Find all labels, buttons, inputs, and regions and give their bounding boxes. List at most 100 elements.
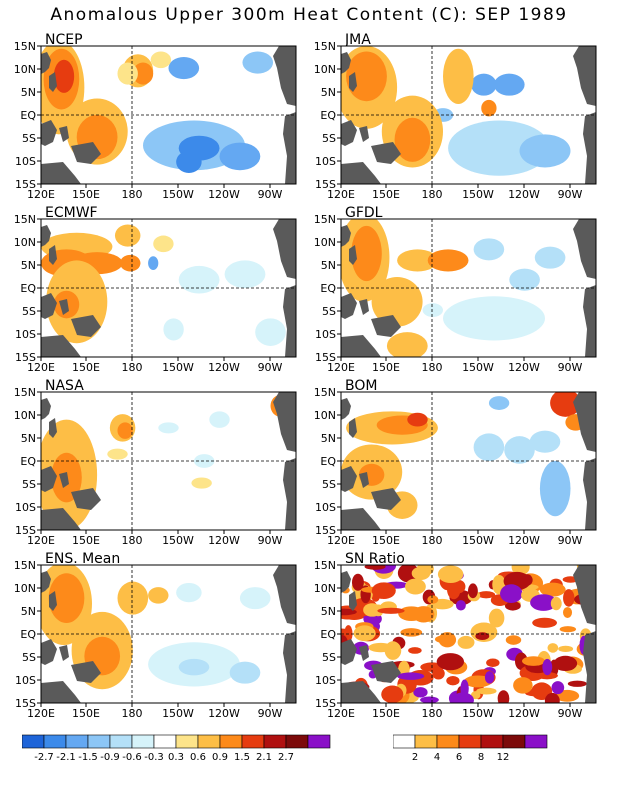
y-tick-label: 5S	[322, 305, 336, 318]
sn-region	[567, 680, 587, 687]
land-central-america	[273, 219, 296, 279]
sn-region	[477, 591, 496, 599]
anomaly-region	[448, 120, 551, 176]
x-tick-label: 180	[122, 361, 143, 374]
colorbar-swatch	[43, 734, 67, 749]
anomaly-region	[48, 573, 85, 623]
sn-region	[353, 625, 376, 642]
sn-region	[368, 642, 393, 653]
land-central-america	[273, 565, 296, 625]
y-tick-label: 5N	[321, 605, 336, 618]
sn-region	[484, 671, 495, 684]
sn-region	[563, 589, 575, 607]
sn-region	[447, 579, 461, 600]
land-borneo	[341, 639, 357, 665]
sn-region	[451, 692, 474, 703]
anomaly-region	[346, 51, 387, 102]
y-tick-label: EQ	[320, 628, 336, 641]
land-asia	[341, 571, 351, 593]
land-central-america	[573, 565, 596, 625]
land-philippines	[49, 591, 57, 611]
colorbar-label: 2.7	[278, 752, 294, 763]
land-philippines	[49, 245, 57, 265]
y-tick-label: 5N	[321, 432, 336, 445]
anomaly-region	[194, 454, 215, 468]
land-south-america	[283, 458, 296, 530]
sn-region	[463, 675, 492, 688]
anomaly-region	[53, 59, 75, 93]
colorbar-label: 1.5	[234, 752, 250, 763]
y-tick-label: 5S	[322, 478, 336, 491]
sn-region	[400, 628, 423, 637]
y-tick-label: 10S	[315, 155, 336, 168]
anomaly-region	[176, 582, 202, 603]
sn-region	[427, 595, 439, 604]
y-tick-label: 15N	[314, 213, 336, 226]
sn-region	[563, 607, 573, 619]
sn-region	[436, 653, 465, 671]
land-australia	[41, 162, 81, 184]
sn-region	[488, 608, 505, 628]
land-sulawesi	[59, 299, 69, 315]
sn-region	[547, 643, 559, 653]
land-south-america	[283, 112, 296, 184]
colorbar-swatch	[109, 734, 133, 749]
y-tick-label: 15N	[314, 559, 336, 572]
map-panel-sn: SN Ratio 15N 10N 5N EQ 5S 10S 15S 120E 150E 180 150…	[305, 551, 606, 723]
land-new-guinea	[371, 142, 401, 164]
y-tick-label: 10N	[314, 582, 336, 595]
panel-title: NASA	[45, 378, 84, 394]
anomaly-region	[114, 224, 141, 247]
anomaly-region	[504, 436, 535, 464]
anomaly-region	[117, 62, 138, 85]
y-tick-label: 5S	[22, 651, 36, 664]
land-sulawesi	[359, 472, 369, 488]
x-tick-label: 180	[122, 534, 143, 547]
sn-region	[460, 679, 469, 698]
y-tick-label: 10S	[315, 328, 336, 341]
sn-region	[530, 594, 557, 611]
colorbar-swatch	[21, 734, 45, 749]
y-tick-label: 5N	[21, 432, 36, 445]
anomaly-colorbar: -2.7 -2.1 -1.5 -0.9 -0.6 -0.3 0.3 0.6 0.9 1.5 2.1 2…	[21, 730, 362, 770]
panel-title: JMA	[344, 32, 371, 48]
y-tick-label: 15S	[15, 178, 36, 191]
y-tick-label: 15S	[315, 697, 336, 710]
colorbar-label: -2.1	[56, 752, 76, 763]
sn-region	[457, 635, 475, 649]
anomaly-region	[422, 303, 443, 317]
colorbar-swatch	[131, 734, 155, 749]
main-title: Anomalous Upper 300m Heat Content (C): S…	[50, 5, 568, 25]
x-tick-label: 120W	[508, 534, 540, 547]
anomaly-region	[407, 412, 428, 427]
x-tick-label: 120E	[27, 361, 55, 374]
x-tick-label: 120W	[508, 361, 540, 374]
x-tick-label: 90W	[558, 707, 583, 720]
land-south-america	[283, 285, 296, 357]
land-australia	[341, 335, 381, 357]
anomaly-region	[224, 260, 266, 288]
y-tick-label: EQ	[320, 282, 336, 295]
land-asia	[41, 398, 51, 420]
map-panel-ecmwf: ECMWF 15N 10N 5N EQ 5S 10S 15S 120E 150E 180 150W 12…	[5, 205, 306, 377]
anomaly-region	[397, 249, 438, 272]
land-philippines	[349, 418, 357, 438]
land-central-america	[273, 392, 296, 452]
sn-region	[522, 656, 545, 666]
anomaly-region	[178, 265, 220, 294]
x-tick-label: 150W	[162, 534, 194, 547]
y-tick-label: 15N	[14, 559, 36, 572]
x-tick-label: 150W	[162, 707, 194, 720]
land-philippines	[349, 72, 357, 92]
sn-region	[475, 632, 490, 641]
x-tick-label: 120E	[327, 188, 355, 201]
land-new-guinea	[371, 488, 401, 510]
land-asia	[341, 225, 351, 247]
anomaly-region	[488, 396, 510, 410]
anomaly-region	[176, 150, 202, 173]
anomaly-region	[519, 134, 571, 168]
sn-region	[468, 583, 478, 599]
sn-region	[550, 596, 562, 611]
panel-title: NCEP	[45, 32, 83, 48]
sn-region	[434, 635, 453, 644]
